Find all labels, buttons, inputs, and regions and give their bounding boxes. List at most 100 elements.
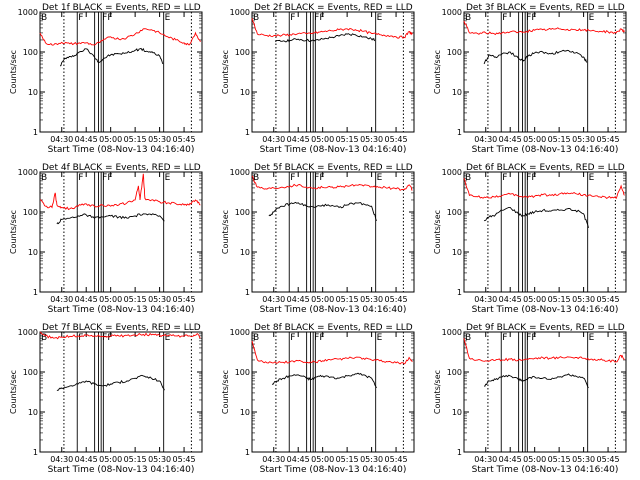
x-tick-label: 04:30 <box>50 455 73 464</box>
y-tick-label: 10 <box>452 408 462 417</box>
panel-det-8: Det 8f BLACK = Events, RED = LLD 1 10 100 10… <box>221 323 415 475</box>
region-label: F <box>78 333 83 343</box>
panel-det-5: Det 5f BLACK = Events, RED = LLD 1 10 100 10… <box>221 163 415 315</box>
x-tick-label: 05:00 <box>523 295 546 304</box>
region-label: E <box>377 333 383 343</box>
region-label: B <box>253 13 259 23</box>
panel-title: Det 7f BLACK = Events, RED = LLD <box>42 323 201 333</box>
x-tick-label: 05:30 <box>572 295 595 304</box>
panel-title: Det 3f BLACK = Events, RED = LLD <box>466 3 625 13</box>
x-tick-label: 04:30 <box>474 455 497 464</box>
region-label: F <box>502 173 507 183</box>
series-events-line <box>271 372 377 389</box>
x-tick-label: 05:15 <box>548 135 571 144</box>
x-axis-label: Start Time (08-Nov-13 04:16:40) <box>48 305 195 315</box>
y-tick-label: 10 <box>28 88 38 97</box>
x-tick-label: 04:45 <box>499 455 522 464</box>
y-tick-label: 100 <box>447 48 462 57</box>
x-tick-label: 05:45 <box>597 295 620 304</box>
panel-title: Det 1f BLACK = Events, RED = LLD <box>42 3 201 13</box>
region-label: F <box>290 333 295 343</box>
region-label: FF <box>102 13 112 23</box>
y-tick-label: 1000 <box>230 168 250 177</box>
y-tick-label: 10 <box>28 248 38 257</box>
x-tick-label: 05:45 <box>385 295 408 304</box>
region-label: E <box>377 173 383 183</box>
plot-frame <box>463 331 627 453</box>
x-tick-label: 05:45 <box>385 135 408 144</box>
y-tick-label: 1000 <box>230 8 250 17</box>
x-tick-label: 05:00 <box>99 135 122 144</box>
series-events-line <box>483 49 588 65</box>
plot-frame <box>39 331 203 453</box>
region-label: F <box>78 173 83 183</box>
x-tick-label: 05:15 <box>336 295 359 304</box>
y-tick-label: 1 <box>457 448 462 457</box>
y-tick-label: 1 <box>33 128 38 137</box>
x-tick-label: 04:45 <box>499 135 522 144</box>
y-tick-label: 10 <box>452 88 462 97</box>
series-events-line <box>56 374 165 391</box>
series-lld-line <box>463 178 625 200</box>
x-tick-label: 05:30 <box>360 455 383 464</box>
region-label: FF <box>314 333 324 343</box>
y-tick-label: 1000 <box>442 168 462 177</box>
x-tick-label: 04:45 <box>75 135 98 144</box>
x-tick-label: 04:30 <box>262 135 285 144</box>
y-axis-label: Counts/sec <box>221 210 230 254</box>
x-tick-label: 05:45 <box>173 295 196 304</box>
x-tick-label: 04:45 <box>75 295 98 304</box>
region-label: B <box>41 13 47 23</box>
y-tick-label: 1 <box>245 128 250 137</box>
plot-frame <box>39 11 203 133</box>
series-lld-line <box>39 331 201 340</box>
plot-frame <box>463 11 627 133</box>
y-axis-label: Counts/sec <box>433 50 442 94</box>
x-tick-label: 04:30 <box>50 295 73 304</box>
series-lld-line <box>39 28 201 46</box>
x-tick-label: 05:30 <box>572 455 595 464</box>
x-tick-label: 05:45 <box>173 455 196 464</box>
x-tick-label: 05:30 <box>148 135 171 144</box>
y-tick-label: 10 <box>240 408 250 417</box>
x-tick-label: 04:45 <box>287 135 310 144</box>
x-tick-label: 05:30 <box>572 135 595 144</box>
panel-det-1: Det 1f BLACK = Events, RED = LLD 1 10 100 10… <box>9 3 203 155</box>
x-axis-label: Start Time (08-Nov-13 04:16:40) <box>48 145 195 155</box>
y-tick-label: 1 <box>245 288 250 297</box>
x-tick-label: 05:45 <box>173 135 196 144</box>
y-tick-label: 1 <box>33 288 38 297</box>
y-axis-label: Counts/sec <box>221 370 230 414</box>
panel-det-2: Det 2f BLACK = Events, RED = LLD 1 10 100 10… <box>221 3 415 155</box>
series-lld-line <box>251 18 413 39</box>
y-tick-label: 10 <box>240 248 250 257</box>
region-label: E <box>377 13 383 23</box>
series-lld-line <box>463 338 625 363</box>
x-tick-label: 04:30 <box>262 295 285 304</box>
x-tick-label: 04:45 <box>499 295 522 304</box>
panel-title: Det 9f BLACK = Events, RED = LLD <box>466 323 625 333</box>
x-tick-label: 04:30 <box>262 455 285 464</box>
x-axis-label: Start Time (08-Nov-13 04:16:40) <box>472 145 619 155</box>
y-tick-label: 1000 <box>18 328 38 337</box>
panel-det-6: Det 6f BLACK = Events, RED = LLD 1 10 100 10… <box>433 163 627 315</box>
region-label: E <box>165 333 171 343</box>
x-axis-label: Start Time (08-Nov-13 04:16:40) <box>260 305 407 315</box>
x-tick-label: 05:15 <box>548 295 571 304</box>
series-lld-line <box>251 175 413 191</box>
region-label: E <box>589 173 595 183</box>
panel-title: Det 6f BLACK = Events, RED = LLD <box>466 163 625 173</box>
x-axis-label: Start Time (08-Nov-13 04:16:40) <box>472 465 619 475</box>
panel-title: Det 2f BLACK = Events, RED = LLD <box>254 3 413 13</box>
series-events-line <box>483 206 589 229</box>
y-tick-label: 100 <box>235 48 250 57</box>
panel-det-4: Det 4f BLACK = Events, RED = LLD 1 10 100 10… <box>9 163 203 315</box>
region-label: B <box>41 173 47 183</box>
x-tick-label: 05:00 <box>523 135 546 144</box>
x-axis-label: Start Time (08-Nov-13 04:16:40) <box>472 305 619 315</box>
y-tick-label: 100 <box>23 48 38 57</box>
y-axis-label: Counts/sec <box>221 50 230 94</box>
panel-title: Det 8f BLACK = Events, RED = LLD <box>254 323 413 333</box>
x-tick-label: 04:30 <box>50 135 73 144</box>
x-tick-label: 04:45 <box>287 455 310 464</box>
